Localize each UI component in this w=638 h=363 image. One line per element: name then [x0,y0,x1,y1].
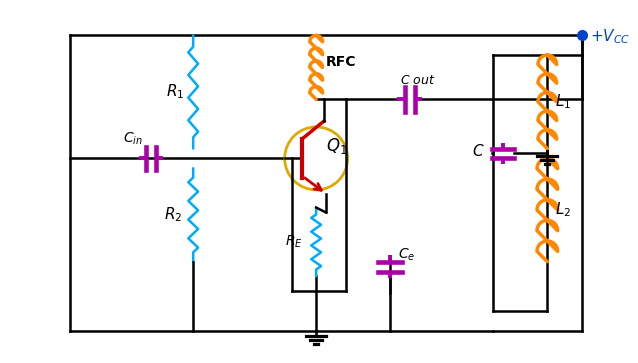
Text: $C\ out$: $C\ out$ [400,74,435,87]
Text: $C$: $C$ [471,143,484,159]
Text: $L_2$: $L_2$ [555,201,572,219]
Text: $R_1$: $R_1$ [166,83,184,101]
Text: $C_{in}$: $C_{in}$ [123,131,144,147]
Text: $R_2$: $R_2$ [164,205,182,224]
Text: $R_E$: $R_E$ [285,234,302,250]
Text: $Q_1$: $Q_1$ [326,135,348,155]
Text: $L_1$: $L_1$ [555,93,572,111]
Text: $C_e$: $C_e$ [398,247,415,263]
Text: RFC: RFC [326,56,357,69]
Text: $+V_{CC}$: $+V_{CC}$ [590,27,630,46]
